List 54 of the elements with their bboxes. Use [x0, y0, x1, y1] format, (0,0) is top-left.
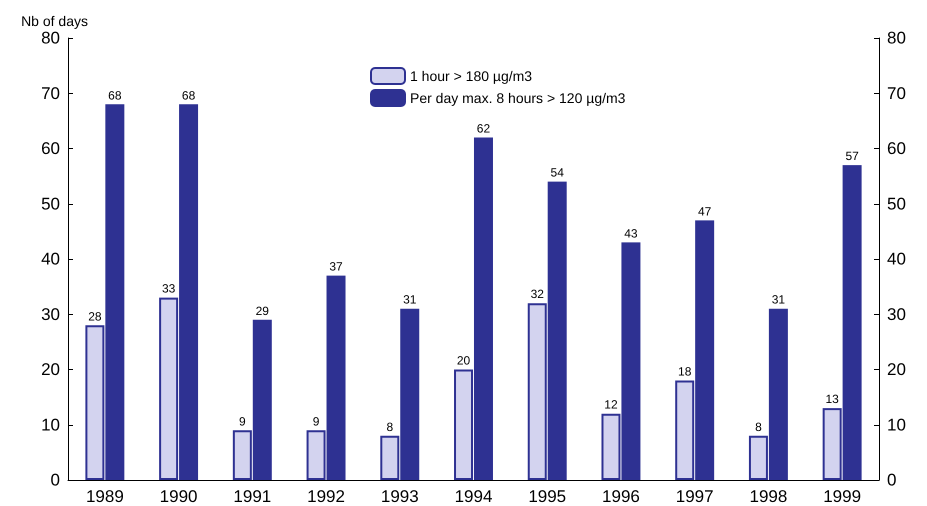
data-label: 57	[845, 149, 860, 164]
y2-tick-label: 80	[887, 28, 906, 48]
x-tick-label: 1990	[160, 487, 198, 506]
data-label: 68	[182, 88, 196, 102]
x-tick-label: 1992	[307, 487, 345, 506]
data-label: 33	[162, 282, 176, 296]
y-tick-label: 10	[41, 415, 60, 434]
y-tick-label: 20	[41, 360, 60, 379]
x-tick-label: 1996	[602, 487, 640, 506]
y2-tick-label: 40	[887, 250, 906, 268]
y2-tick-label: 50	[887, 194, 906, 214]
y-tick-label: 0	[50, 470, 60, 490]
data-label: 31	[403, 292, 417, 307]
data-label: 28	[88, 309, 102, 324]
x-tick-label: 1995	[528, 487, 566, 506]
y-tick-label: 60	[41, 139, 60, 158]
legend-label: Per day max. 8 hours > 120 µg/m3	[410, 90, 626, 106]
y-tick-label: 80	[41, 28, 60, 48]
x-tick-label: 1994	[454, 487, 492, 506]
y2-tick-label: 20	[887, 360, 906, 379]
y2-tick-label: 30	[887, 304, 906, 324]
data-label: 62	[476, 121, 490, 136]
y-axis-title: Nb of days	[21, 13, 88, 29]
y-tick-label: 30	[41, 304, 60, 324]
y2-tick-label: 0	[887, 470, 896, 490]
data-label: 8	[755, 420, 762, 434]
data-label: 54	[550, 166, 564, 180]
x-tick-label: 1989	[86, 487, 124, 506]
data-label: 20	[456, 354, 471, 368]
data-label: 68	[108, 88, 122, 102]
y2-tick-label: 60	[887, 139, 906, 158]
data-label: 9	[312, 414, 320, 428]
data-label: 31	[772, 292, 786, 307]
legend-label: 1 hour > 180 µg/m3	[410, 68, 532, 84]
x-tick-label: 1993	[380, 487, 419, 506]
x-tick-label: 1991	[233, 487, 272, 506]
data-label: 29	[256, 304, 270, 318]
y-tick-label: 40	[41, 250, 60, 268]
data-label: 8	[386, 420, 394, 434]
data-label: 18	[678, 364, 692, 379]
data-label: 9	[239, 414, 246, 428]
data-label: 47	[698, 204, 712, 218]
x-tick-label: 1998	[749, 487, 788, 506]
x-tick-label: 1997	[676, 487, 714, 506]
data-label: 37	[329, 260, 344, 274]
y-tick-label: 50	[41, 194, 60, 214]
y-tick-label: 70	[41, 84, 60, 103]
y2-tick-label: 70	[887, 84, 906, 103]
data-label: 32	[530, 287, 544, 302]
x-tick-label: 1999	[823, 487, 862, 506]
data-label: 43	[624, 226, 638, 240]
data-label: 13	[825, 392, 840, 406]
y2-tick-label: 10	[887, 415, 906, 434]
data-label: 12	[604, 398, 618, 412]
